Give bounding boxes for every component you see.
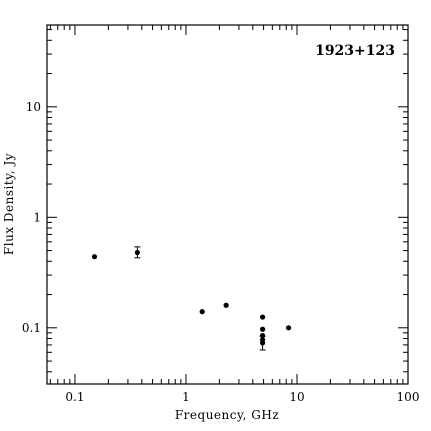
x-tick-label: 1 xyxy=(182,390,190,404)
x-axis-label: Frequency, GHz xyxy=(175,408,279,422)
y-tick-label: 1 xyxy=(33,210,41,224)
data-point xyxy=(259,332,266,339)
data-point xyxy=(91,254,98,260)
x-tick-label: 100 xyxy=(397,390,420,404)
data-point xyxy=(259,326,266,332)
data-point xyxy=(259,314,266,320)
y-tick-label: 10 xyxy=(26,100,41,114)
data-point xyxy=(223,302,229,308)
chart-title: 1923+123 xyxy=(315,43,395,59)
x-tick-labels: 0.1 1 10 100 xyxy=(65,390,419,404)
y-tick-label: 0.1 xyxy=(22,321,41,335)
x-tick-label: 10 xyxy=(289,390,304,404)
y-axis-label: Flux Density, Jy xyxy=(2,153,16,255)
data-points xyxy=(91,249,292,346)
plot-frame xyxy=(46,24,409,385)
data-point xyxy=(134,249,140,256)
x-tick-label: 0.1 xyxy=(65,390,84,404)
y-tick-labels: 0.1 1 10 xyxy=(22,100,41,335)
error-bars xyxy=(134,246,266,351)
axis-ticks xyxy=(47,25,409,384)
data-point xyxy=(199,309,205,315)
data-point xyxy=(259,340,266,346)
data-point xyxy=(285,325,292,331)
